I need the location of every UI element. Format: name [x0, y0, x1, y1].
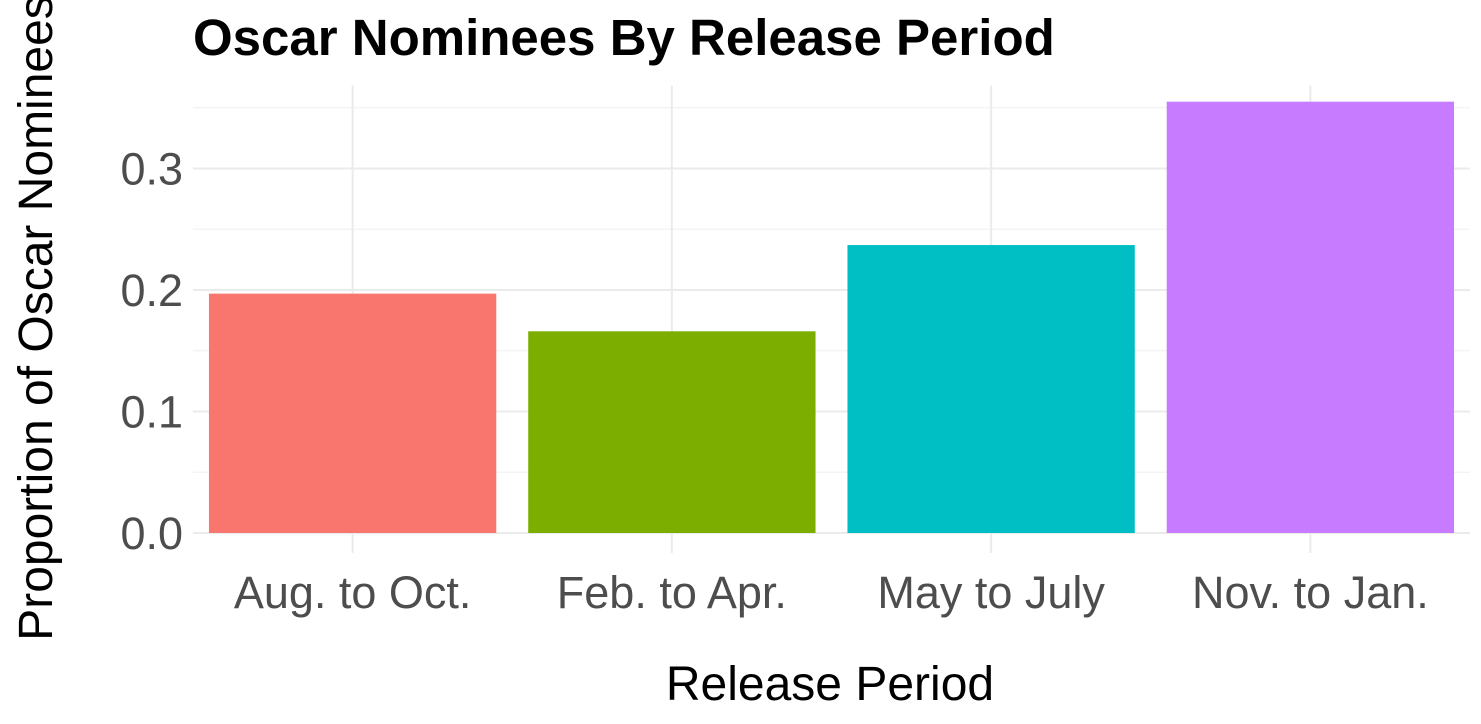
x-tick-label: Nov. to Jan.	[1192, 567, 1429, 618]
y-tick-label: 0.2	[120, 265, 183, 316]
bar-nov-to-jan	[1166, 101, 1455, 534]
y-tick-label: 0.1	[120, 387, 183, 438]
bar-feb-to-apr	[528, 331, 816, 533]
y-tick-label: 0.3	[120, 144, 183, 195]
x-tick-label: Aug. to Oct.	[234, 567, 472, 618]
y-axis-ticks: 0.0 0.1 0.2 0.3	[120, 144, 183, 560]
y-tick-label: 0.0	[120, 508, 183, 559]
bars	[208, 101, 1455, 534]
bar-aug-to-oct	[208, 293, 497, 533]
x-axis-ticks: Aug. to Oct. Feb. to Apr. May to July Nov. …	[234, 567, 1429, 618]
x-tick-label: Feb. to Apr.	[557, 567, 787, 618]
x-axis-title: Release Period	[666, 658, 994, 711]
bar-may-to-july	[847, 245, 1135, 534]
chart-title: Oscar Nominees By Release Period	[193, 9, 1055, 66]
y-axis-title: Proportion of Oscar Nominees	[10, 0, 63, 641]
x-tick-label: May to July	[877, 567, 1105, 618]
